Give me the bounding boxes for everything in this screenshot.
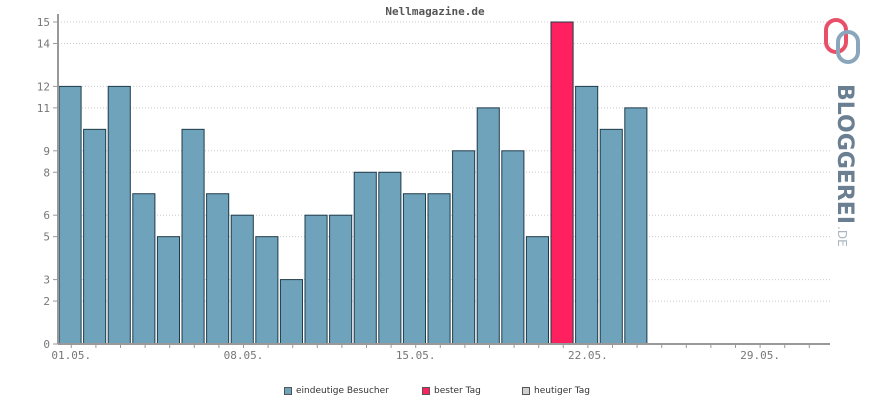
- bar: [525, 236, 550, 345]
- y-tick-label: 2: [43, 295, 50, 308]
- y-tick-label: 8: [43, 166, 50, 179]
- x-tick-label: 01.05.: [51, 349, 91, 362]
- bar: [402, 193, 426, 345]
- bar: [452, 150, 476, 345]
- legend-swatch-best-day: [422, 387, 430, 395]
- logo-brand: BLOGGEREI: [832, 84, 857, 225]
- y-tick-label: 0: [43, 338, 50, 351]
- bar: [279, 279, 303, 345]
- bar: [206, 193, 230, 345]
- legend-label-visitors: eindeutige Besucher: [296, 386, 389, 396]
- y-tick-label: 11: [37, 102, 50, 115]
- x-tick-label: 29.05.: [740, 349, 780, 362]
- x-tick-label: 15.05.: [396, 349, 436, 362]
- bar: [304, 214, 328, 345]
- bar: [599, 128, 623, 345]
- bloggerei-heart-logo-icon: [824, 18, 860, 64]
- bar: [83, 128, 107, 345]
- bar: [575, 85, 599, 345]
- bar: [132, 193, 156, 345]
- bar: [58, 85, 82, 345]
- bar: [476, 107, 500, 345]
- legend-swatch-visitors: [284, 387, 292, 395]
- chart-title: Nellmagazine.de: [385, 5, 485, 18]
- legend-swatch-today: [522, 387, 530, 395]
- bar: [353, 171, 377, 345]
- bar: [181, 128, 205, 345]
- bloggerei-wordmark: BLOGGEREI.DE: [832, 84, 857, 247]
- bar: [255, 236, 279, 345]
- y-tick-label: 15: [37, 16, 50, 29]
- bar: [329, 214, 353, 345]
- bar: [378, 171, 402, 345]
- bar-best-day: [550, 21, 574, 345]
- x-tick-label: 08.05.: [224, 349, 264, 362]
- legend-item-best-day: bester Tag: [422, 386, 481, 396]
- y-tick-label: 14: [37, 37, 51, 50]
- legend-label-best-day: bester Tag: [434, 386, 481, 396]
- y-tick-label: 5: [43, 231, 50, 244]
- y-tick-label: 9: [43, 145, 50, 158]
- bar: [230, 214, 254, 345]
- y-tick-label: 3: [43, 274, 50, 287]
- bar: [156, 236, 180, 345]
- legend-item-visitors: eindeutige Besucher: [284, 386, 389, 396]
- bloggerei-logo[interactable]: BLOGGEREI.DE: [812, 14, 868, 247]
- legend-label-today: heutiger Tag: [534, 386, 591, 396]
- x-tick-label: 22.05.: [568, 349, 608, 362]
- bar: [427, 193, 451, 345]
- y-tick-label: 6: [43, 209, 50, 222]
- y-tick-label: 12: [37, 80, 50, 93]
- legend-item-today: heutiger Tag: [522, 386, 590, 396]
- bar: [107, 85, 131, 345]
- bar: [624, 107, 648, 345]
- logo-tld: .DE: [835, 226, 849, 247]
- bar: [501, 150, 525, 345]
